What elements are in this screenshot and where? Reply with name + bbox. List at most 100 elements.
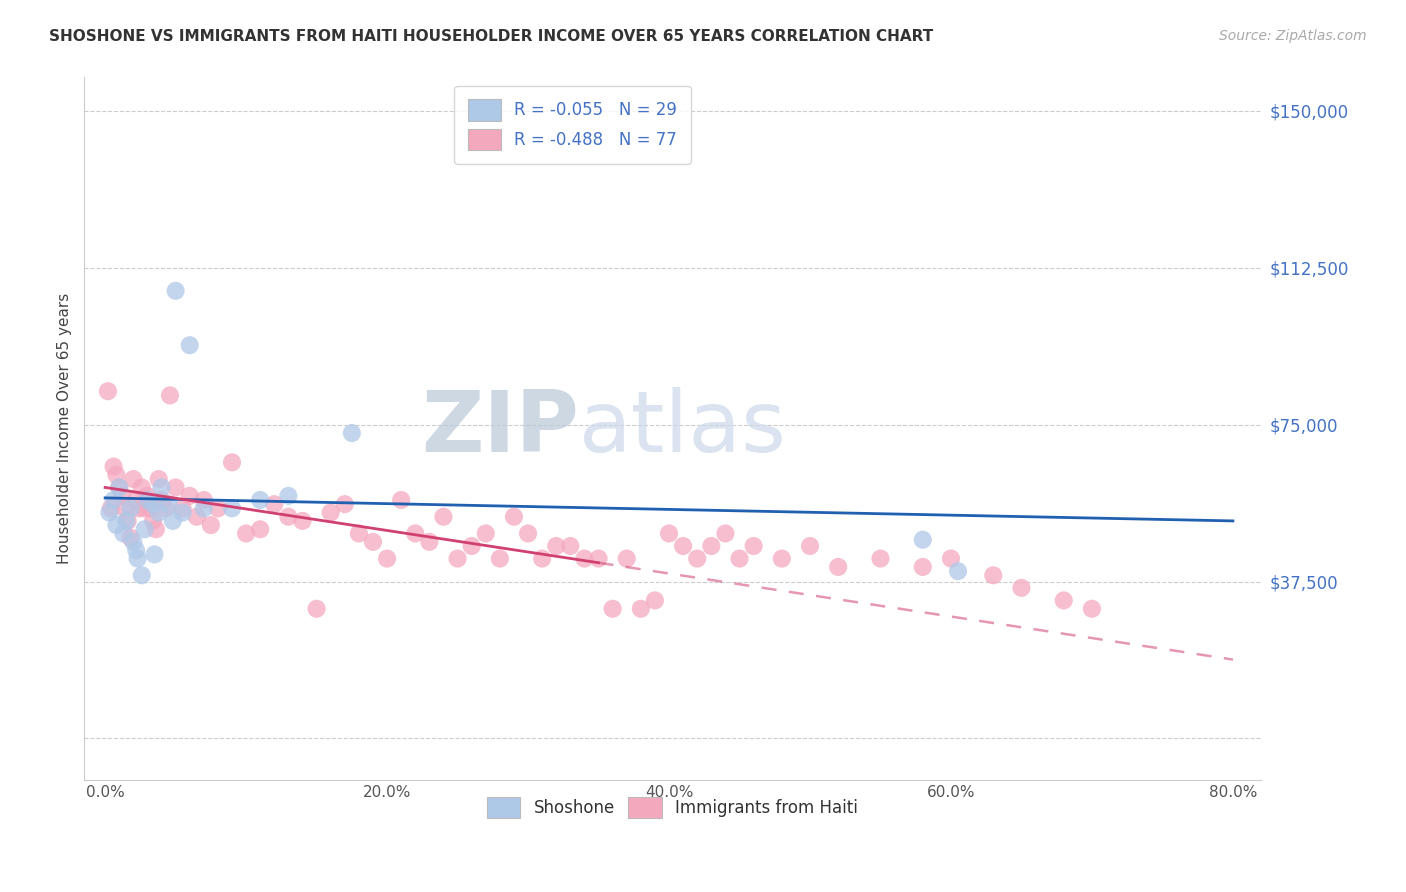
Text: ZIP: ZIP — [420, 387, 578, 470]
Point — [588, 551, 610, 566]
Point — [728, 551, 751, 566]
Point — [361, 534, 384, 549]
Point — [145, 522, 167, 536]
Point — [179, 489, 201, 503]
Point — [105, 518, 128, 533]
Point — [139, 501, 162, 516]
Point — [263, 497, 285, 511]
Point — [560, 539, 582, 553]
Point — [103, 493, 125, 508]
Point — [125, 543, 148, 558]
Point — [946, 564, 969, 578]
Point — [869, 551, 891, 566]
Point — [616, 551, 638, 566]
Point — [249, 522, 271, 536]
Point — [1081, 601, 1104, 615]
Point — [517, 526, 540, 541]
Point — [100, 501, 122, 516]
Point — [249, 493, 271, 508]
Point — [97, 384, 120, 399]
Point — [114, 501, 136, 516]
Point — [117, 514, 139, 528]
Point — [157, 497, 180, 511]
Point — [207, 501, 229, 516]
Point — [277, 489, 299, 503]
Point — [939, 551, 962, 566]
Point — [1010, 581, 1032, 595]
Point — [770, 551, 793, 566]
Point — [150, 493, 173, 508]
Point — [460, 539, 482, 553]
Point — [108, 480, 131, 494]
Point — [531, 551, 554, 566]
Point — [143, 548, 166, 562]
Point — [150, 480, 173, 494]
Point — [375, 551, 398, 566]
Point — [165, 284, 187, 298]
Point — [128, 501, 150, 516]
Point — [200, 518, 222, 533]
Text: Source: ZipAtlas.com: Source: ZipAtlas.com — [1219, 29, 1367, 43]
Point — [574, 551, 596, 566]
Point — [162, 514, 184, 528]
Point — [319, 506, 342, 520]
Point — [827, 560, 849, 574]
Point — [291, 514, 314, 528]
Point — [277, 509, 299, 524]
Point — [474, 526, 496, 541]
Point — [172, 501, 194, 516]
Point — [700, 539, 723, 553]
Text: SHOSHONE VS IMMIGRANTS FROM HAITI HOUSEHOLDER INCOME OVER 65 YEARS CORRELATION C: SHOSHONE VS IMMIGRANTS FROM HAITI HOUSEH… — [49, 29, 934, 44]
Point — [131, 568, 153, 582]
Point — [172, 506, 194, 520]
Point — [389, 493, 412, 508]
Point — [142, 514, 165, 528]
Point — [644, 593, 666, 607]
Point — [112, 526, 135, 541]
Point — [911, 533, 934, 547]
Point — [131, 480, 153, 494]
Point — [672, 539, 695, 553]
Point — [432, 509, 454, 524]
Point — [136, 493, 159, 508]
Point — [404, 526, 426, 541]
Point — [658, 526, 681, 541]
Point — [446, 551, 468, 566]
Point — [127, 551, 149, 566]
Point — [134, 522, 156, 536]
Point — [418, 534, 440, 549]
Point — [179, 338, 201, 352]
Point — [630, 601, 652, 615]
Point — [155, 501, 177, 516]
Point — [105, 467, 128, 482]
Text: atlas: atlas — [578, 387, 786, 470]
Point — [103, 459, 125, 474]
Point — [136, 489, 159, 503]
Point — [108, 480, 131, 494]
Point — [489, 551, 512, 566]
Point — [111, 489, 134, 503]
Point — [120, 531, 142, 545]
Point — [333, 497, 356, 511]
Point — [142, 497, 165, 511]
Point — [799, 539, 821, 553]
Point — [911, 560, 934, 574]
Point — [148, 506, 170, 520]
Legend: Shoshone, Immigrants from Haiti: Shoshone, Immigrants from Haiti — [481, 790, 865, 825]
Point — [1053, 593, 1076, 607]
Point — [221, 501, 243, 516]
Point — [125, 493, 148, 508]
Point — [122, 534, 145, 549]
Point — [165, 480, 187, 494]
Point — [98, 506, 121, 520]
Point — [340, 425, 363, 440]
Point — [115, 514, 138, 528]
Point — [546, 539, 568, 553]
Point — [221, 455, 243, 469]
Point — [159, 388, 181, 402]
Point — [503, 509, 526, 524]
Point — [193, 493, 215, 508]
Point — [148, 472, 170, 486]
Point — [305, 601, 328, 615]
Point — [347, 526, 370, 541]
